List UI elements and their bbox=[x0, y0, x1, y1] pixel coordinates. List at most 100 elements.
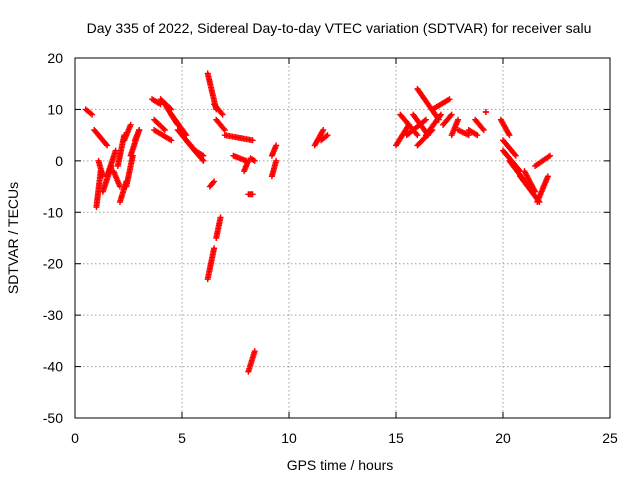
data-segment bbox=[191, 147, 207, 159]
data-point bbox=[324, 132, 331, 139]
data-point bbox=[221, 127, 228, 133]
data-point bbox=[437, 112, 444, 119]
x-axis-label: GPS time / hours bbox=[287, 457, 394, 473]
x-tick-label: 15 bbox=[388, 430, 404, 446]
data-segment bbox=[465, 127, 481, 139]
data-segment bbox=[245, 348, 258, 375]
data-point bbox=[474, 132, 481, 139]
data-point bbox=[89, 111, 96, 118]
data-point bbox=[104, 142, 111, 149]
data-point bbox=[446, 96, 453, 103]
data-segment bbox=[521, 168, 539, 195]
x-axis: 0 5 10 15 20 25 bbox=[71, 58, 618, 446]
data-segment bbox=[517, 173, 543, 205]
data-point bbox=[200, 152, 207, 159]
data-segment bbox=[213, 214, 224, 241]
data-point bbox=[249, 191, 256, 198]
data-segment bbox=[230, 152, 250, 164]
data-point bbox=[414, 132, 421, 139]
data-point bbox=[428, 128, 435, 135]
data-segment bbox=[440, 111, 455, 128]
data-point bbox=[168, 137, 175, 144]
data-point bbox=[273, 157, 280, 164]
data-point bbox=[112, 147, 119, 154]
data-point bbox=[217, 214, 224, 221]
data-segment bbox=[429, 96, 453, 113]
data-point bbox=[160, 125, 167, 132]
data-point bbox=[103, 141, 110, 148]
data-point bbox=[320, 127, 327, 133]
data-point bbox=[87, 110, 94, 117]
x-tick-label: 20 bbox=[495, 430, 511, 446]
data-segment bbox=[121, 121, 134, 144]
x-tick-label: 0 bbox=[71, 430, 79, 446]
data-segment bbox=[268, 142, 280, 159]
data-segment bbox=[211, 101, 226, 118]
data-point bbox=[200, 157, 207, 164]
y-tick-label: -30 bbox=[43, 307, 63, 323]
data-point bbox=[245, 157, 252, 164]
x-tick-label: 10 bbox=[281, 430, 297, 446]
plot-frame bbox=[74, 57, 611, 419]
data-segment bbox=[131, 127, 143, 144]
data-segment bbox=[414, 127, 436, 149]
y-axis: -50 -40 -30 -20 -10 0 10 20 bbox=[43, 50, 610, 426]
data-point bbox=[547, 152, 554, 159]
x-tick-label: 25 bbox=[602, 430, 618, 446]
y-tick-label: 10 bbox=[47, 101, 63, 117]
data-point bbox=[465, 132, 472, 139]
data-segment bbox=[247, 155, 258, 164]
x-tick-label: 5 bbox=[178, 430, 186, 446]
data-point bbox=[532, 188, 539, 195]
y-tick-label: -50 bbox=[43, 410, 63, 426]
data-point bbox=[482, 109, 489, 115]
data-point bbox=[210, 179, 217, 186]
data-segment bbox=[268, 157, 280, 180]
data-segment bbox=[455, 127, 472, 139]
data-segment bbox=[311, 127, 327, 149]
data-point bbox=[448, 111, 455, 118]
data-segment bbox=[318, 132, 331, 144]
data-point bbox=[323, 133, 330, 140]
data-segment bbox=[532, 152, 554, 169]
data-point bbox=[249, 137, 256, 144]
data-segment bbox=[204, 245, 218, 283]
data-point bbox=[136, 127, 143, 133]
data-point bbox=[506, 132, 513, 139]
y-tick-label: 20 bbox=[47, 50, 63, 66]
data-segment bbox=[95, 157, 106, 180]
data-point bbox=[429, 127, 436, 133]
data-segment bbox=[82, 106, 96, 118]
data-segment bbox=[241, 157, 252, 175]
data-point bbox=[511, 151, 518, 158]
data-segment bbox=[534, 173, 551, 205]
data-segment bbox=[91, 127, 111, 149]
data-point bbox=[219, 111, 226, 118]
data-segment bbox=[500, 137, 519, 159]
data-point bbox=[211, 245, 218, 252]
data-point bbox=[544, 173, 551, 180]
data-segment bbox=[472, 116, 487, 133]
data-segment bbox=[245, 191, 256, 198]
data-point bbox=[413, 130, 420, 137]
data-segment bbox=[497, 116, 513, 139]
data-segment bbox=[104, 147, 119, 180]
data-point bbox=[480, 127, 487, 133]
data-point bbox=[455, 116, 462, 123]
y-tick-label: -40 bbox=[43, 359, 63, 375]
data-point bbox=[251, 348, 258, 355]
data-segment bbox=[110, 168, 123, 190]
data-segment bbox=[151, 116, 168, 133]
data-point bbox=[251, 157, 258, 164]
data-segment bbox=[151, 127, 175, 144]
data-segment bbox=[206, 178, 218, 190]
data-point bbox=[211, 178, 218, 185]
data-point bbox=[421, 117, 428, 124]
data-series bbox=[82, 70, 554, 375]
data-point bbox=[479, 125, 486, 132]
data-point bbox=[447, 112, 454, 119]
y-axis-label: SDTVAR / TECUs bbox=[5, 182, 21, 294]
data-segment bbox=[221, 132, 256, 144]
